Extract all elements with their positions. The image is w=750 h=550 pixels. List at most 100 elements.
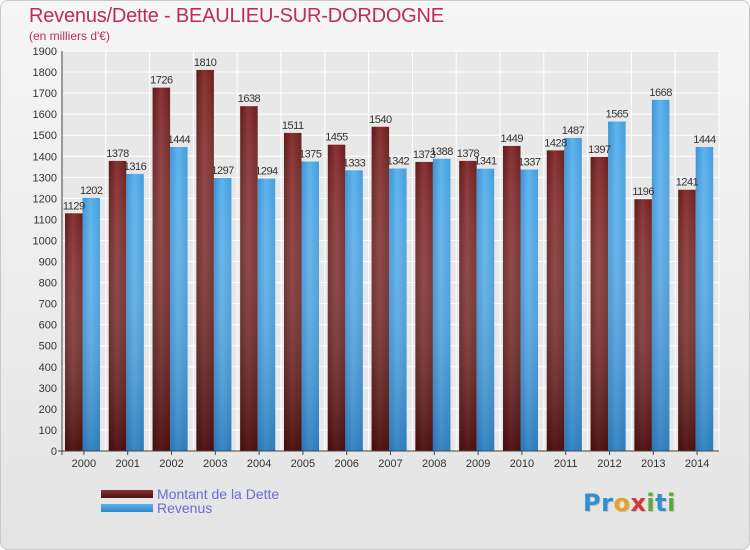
data-label-revenus-2004: 1294 <box>255 166 278 178</box>
bar-revenus-shade <box>301 161 319 452</box>
y-tick-label: 900 <box>39 257 57 269</box>
data-label-dette-2005: 1511 <box>282 120 304 132</box>
x-tick-label-2003: 2003 <box>203 458 227 470</box>
bar-dette-shade <box>327 144 346 451</box>
data-label-revenus-2003: 1297 <box>211 165 234 177</box>
y-tick-label: 700 <box>39 299 57 311</box>
y-tick-label: 1500 <box>33 130 57 142</box>
data-label-dette-2001: 1378 <box>106 148 129 160</box>
x-tick-label-2007: 2007 <box>378 458 402 470</box>
y-tick-label: 0 <box>51 446 57 458</box>
bar-revenus-shade <box>695 147 714 451</box>
data-label-revenus-2010: 1337 <box>518 157 541 169</box>
bar-revenus-shade <box>345 170 363 452</box>
y-tick-label: 1800 <box>33 67 57 79</box>
bar-dette-shade <box>678 189 696 451</box>
y-tick-label: 1600 <box>33 109 57 121</box>
data-label-dette-2006: 1455 <box>325 132 348 144</box>
bar-dette-shade <box>108 160 127 452</box>
x-tick-label-2013: 2013 <box>641 458 665 470</box>
data-label-dette-2007: 1540 <box>369 114 392 126</box>
bar-revenus-shade <box>476 168 495 451</box>
data-label-revenus-2002: 1444 <box>168 134 191 146</box>
bar-dette-shade <box>152 87 171 451</box>
y-tick-label: 1200 <box>33 193 57 205</box>
y-tick-label: 1900 <box>33 46 57 58</box>
bar-revenus-shade <box>126 173 144 451</box>
y-tick-label: 400 <box>39 362 57 374</box>
bar-dette-shade <box>590 156 609 452</box>
y-tick-label: 1100 <box>33 214 57 226</box>
data-label-revenus-2009: 1341 <box>474 156 497 168</box>
data-label-revenus-2000: 1202 <box>80 185 103 197</box>
bar-revenus-shade <box>564 137 582 451</box>
data-label-dette-2000: 1129 <box>63 200 85 212</box>
bar-dette-shade <box>371 126 390 451</box>
legend-label-revenus: Revenus <box>157 500 213 516</box>
bar-dette-shade <box>546 150 565 452</box>
x-tick-label-2000: 2000 <box>72 458 96 470</box>
bar-revenus-shade <box>651 99 670 451</box>
legend-label-dette: Montant de la Dette <box>157 486 280 502</box>
data-label-dette-2009: 1378 <box>457 148 480 160</box>
bar-dette-shade <box>634 199 652 451</box>
bar-revenus-shade <box>82 197 100 451</box>
y-tick-label: 1300 <box>33 172 57 184</box>
y-tick-label: 100 <box>39 425 57 437</box>
y-tick-label: 1400 <box>33 151 57 163</box>
bar-revenus-shade <box>170 147 188 451</box>
legend-swatch-dette <box>101 490 153 498</box>
x-tick-label-2010: 2010 <box>510 458 534 470</box>
x-tick-label-2009: 2009 <box>466 458 490 470</box>
x-tick-label-2005: 2005 <box>291 458 315 470</box>
data-label-revenus-2005: 1375 <box>299 149 322 161</box>
data-label-revenus-2011: 1487 <box>562 125 585 137</box>
bar-revenus-shade <box>520 169 538 452</box>
bar-revenus-shade <box>257 178 276 451</box>
bar-dette-shade <box>459 160 477 452</box>
data-label-dette-2008: 1373 <box>413 149 436 161</box>
chart-title: Revenus/Dette - BEAULIEU-SUR-DORDOGNE <box>29 5 444 27</box>
bar-revenus-shade <box>213 177 232 451</box>
x-tick-label-2004: 2004 <box>247 458 271 470</box>
x-tick-label-2011: 2011 <box>554 458 578 470</box>
y-tick-label: 600 <box>39 320 57 332</box>
data-label-revenus-2008: 1388 <box>430 146 453 158</box>
bar-dette-shade <box>240 106 258 451</box>
data-label-revenus-2001: 1316 <box>124 161 147 173</box>
data-label-dette-2014: 1241 <box>676 177 699 189</box>
data-label-revenus-2006: 1333 <box>343 157 366 169</box>
bar-dette-shade <box>65 213 83 451</box>
x-tick-label-2006: 2006 <box>334 458 358 470</box>
data-label-dette-2002: 1726 <box>150 75 173 87</box>
bar-revenus-shade <box>608 121 626 452</box>
y-tick-label: 500 <box>39 341 57 353</box>
y-tick-label: 1000 <box>33 235 57 247</box>
bar-dette-shade <box>196 69 214 452</box>
bar-dette-shade <box>284 132 302 452</box>
data-label-revenus-2013: 1668 <box>649 87 672 99</box>
y-tick-label: 300 <box>39 383 57 395</box>
data-label-dette-2011: 1428 <box>544 137 567 149</box>
x-tick-label-2002: 2002 <box>159 458 183 470</box>
x-tick-label-2008: 2008 <box>422 458 446 470</box>
data-label-dette-2010: 1449 <box>501 133 524 145</box>
data-label-revenus-2007: 1342 <box>387 155 410 167</box>
chart-subtitle: (en milliers d'€) <box>29 29 110 43</box>
y-tick-label: 1700 <box>33 88 57 100</box>
x-tick-label-2012: 2012 <box>597 458 621 470</box>
bar-revenus-shade <box>432 158 451 451</box>
bar-dette-shade <box>503 145 521 451</box>
data-label-dette-2003: 1810 <box>194 57 217 69</box>
y-tick-label: 200 <box>39 404 57 416</box>
data-label-revenus-2012: 1565 <box>606 109 629 121</box>
data-label-dette-2012: 1397 <box>588 144 611 156</box>
data-label-revenus-2014: 1444 <box>693 134 716 146</box>
x-tick-label-2001: 2001 <box>115 458 139 470</box>
legend-swatch-revenus <box>101 504 153 512</box>
y-tick-label: 800 <box>39 278 57 290</box>
data-label-dette-2013: 1196 <box>632 186 654 198</box>
bar-revenus-shade <box>389 168 407 451</box>
